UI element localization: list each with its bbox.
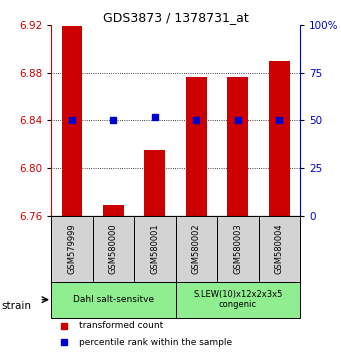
Text: GSM580001: GSM580001	[150, 224, 159, 274]
Text: GSM580004: GSM580004	[275, 224, 284, 274]
Bar	[103, 205, 124, 216]
Title: GDS3873 / 1378731_at: GDS3873 / 1378731_at	[103, 11, 249, 24]
Text: GSM580003: GSM580003	[233, 223, 242, 274]
Bar	[134, 216, 176, 282]
Text: GSM580002: GSM580002	[192, 224, 201, 274]
Bar	[227, 78, 248, 216]
Bar	[51, 282, 176, 318]
Bar	[186, 78, 207, 216]
Text: transformed count: transformed count	[78, 321, 163, 330]
Bar	[258, 216, 300, 282]
Bar	[145, 150, 165, 216]
Bar	[217, 216, 258, 282]
Bar	[269, 61, 290, 216]
Bar	[61, 26, 82, 216]
Bar	[51, 216, 93, 282]
Text: Dahl salt-sensitve: Dahl salt-sensitve	[73, 295, 154, 304]
Text: GSM580000: GSM580000	[109, 224, 118, 274]
Text: percentile rank within the sample: percentile rank within the sample	[78, 338, 232, 347]
Bar	[176, 216, 217, 282]
Text: strain: strain	[2, 301, 32, 311]
Text: GSM579999: GSM579999	[68, 224, 76, 274]
Bar	[93, 216, 134, 282]
Text: S.LEW(10)x12x2x3x5
congenic: S.LEW(10)x12x2x3x5 congenic	[193, 290, 283, 309]
Bar	[176, 282, 300, 318]
